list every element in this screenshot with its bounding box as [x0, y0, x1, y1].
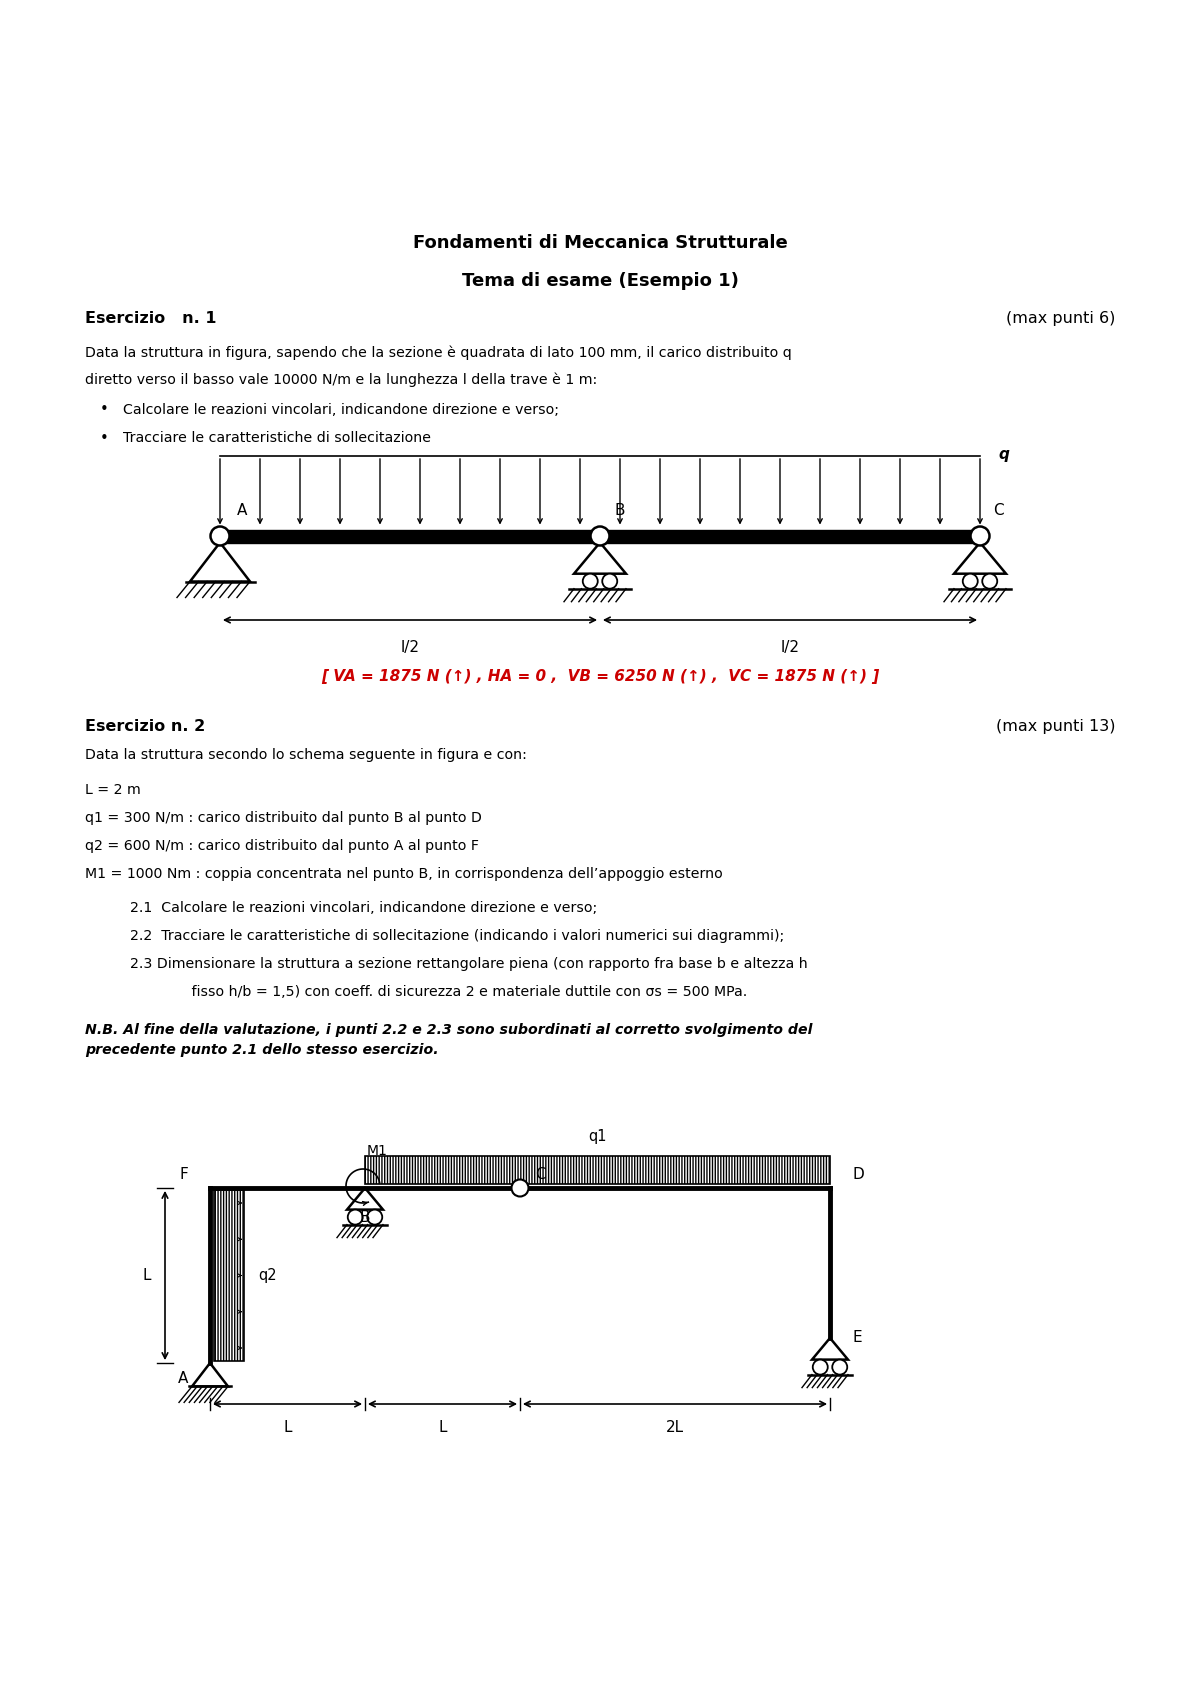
Text: l/2: l/2	[780, 640, 799, 655]
Text: Calcolare le reazioni vincolari, indicandone direzione e verso;: Calcolare le reazioni vincolari, indican…	[124, 402, 559, 418]
Text: q1: q1	[588, 1129, 607, 1144]
Text: L: L	[438, 1420, 446, 1435]
Text: Tema di esame (Esempio 1): Tema di esame (Esempio 1)	[462, 272, 738, 290]
Text: Data la struttura secondo lo schema seguente in figura e con:: Data la struttura secondo lo schema segu…	[85, 749, 527, 762]
Circle shape	[348, 1209, 362, 1224]
Circle shape	[602, 574, 617, 589]
Text: 2.3 Dimensionare la struttura a sezione rettangolare piena (con rapporto fra bas: 2.3 Dimensionare la struttura a sezione …	[130, 958, 808, 971]
Text: B: B	[614, 503, 625, 518]
Text: F: F	[179, 1167, 188, 1182]
Text: fisso h/b = 1,5) con coeff. di sicurezza 2 e materiale duttile con σs = 500 MPa.: fisso h/b = 1,5) con coeff. di sicurezza…	[160, 985, 748, 998]
Text: l/2: l/2	[401, 640, 420, 655]
Circle shape	[962, 574, 978, 589]
Text: (max punti 6): (max punti 6)	[1006, 311, 1115, 326]
Text: M1 = 1000 Nm : coppia concentrata nel punto B, in corrispondenza dell’appoggio e: M1 = 1000 Nm : coppia concentrata nel pu…	[85, 868, 722, 881]
Text: q2 = 600 N/m : carico distribuito dal punto A al punto F: q2 = 600 N/m : carico distribuito dal pu…	[85, 839, 479, 852]
Text: 2.1  Calcolare le reazioni vincolari, indicandone direzione e verso;: 2.1 Calcolare le reazioni vincolari, ind…	[130, 902, 598, 915]
Text: Esercizio   n. 1: Esercizio n. 1	[85, 311, 216, 326]
Circle shape	[983, 574, 997, 589]
Text: D: D	[852, 1167, 864, 1182]
Polygon shape	[190, 542, 250, 581]
Text: C: C	[992, 503, 1003, 518]
Text: L = 2 m: L = 2 m	[85, 783, 140, 796]
Text: M1: M1	[367, 1144, 388, 1158]
Text: E: E	[852, 1331, 862, 1345]
Text: •: •	[100, 402, 109, 418]
Circle shape	[971, 526, 990, 545]
Text: q2: q2	[258, 1268, 277, 1284]
Polygon shape	[812, 1338, 848, 1360]
Polygon shape	[347, 1189, 383, 1209]
Text: Esercizio n. 2: Esercizio n. 2	[85, 718, 205, 734]
Text: B: B	[360, 1211, 371, 1224]
Text: (max punti 13): (max punti 13)	[996, 718, 1115, 734]
Circle shape	[367, 1209, 383, 1224]
Circle shape	[583, 574, 598, 589]
Text: 2L: 2L	[666, 1420, 684, 1435]
Polygon shape	[574, 542, 626, 574]
Text: •: •	[100, 431, 109, 445]
Text: q: q	[998, 447, 1009, 462]
Text: q1 = 300 N/m : carico distribuito dal punto B al punto D: q1 = 300 N/m : carico distribuito dal pu…	[85, 812, 482, 825]
Text: C: C	[535, 1167, 546, 1182]
Polygon shape	[954, 542, 1006, 574]
Text: N.B. Al fine della valutazione, i punti 2.2 e 2.3 sono subordinati al corretto s: N.B. Al fine della valutazione, i punti …	[85, 1022, 812, 1058]
Bar	[365, 1156, 830, 1184]
Circle shape	[812, 1360, 828, 1375]
Text: L: L	[283, 1420, 292, 1435]
Polygon shape	[192, 1363, 228, 1386]
Circle shape	[210, 526, 229, 545]
Text: Fondamenti di Meccanica Strutturale: Fondamenti di Meccanica Strutturale	[413, 234, 787, 251]
Circle shape	[590, 526, 610, 545]
Text: A: A	[178, 1370, 188, 1386]
Text: diretto verso il basso vale 10000 N/m e la lunghezza l della trave è 1 m:: diretto verso il basso vale 10000 N/m e …	[85, 374, 598, 387]
Text: L: L	[143, 1268, 151, 1284]
Text: A: A	[236, 503, 247, 518]
Bar	[220, 530, 980, 542]
Circle shape	[511, 1180, 528, 1197]
Bar	[214, 1190, 244, 1362]
Text: [ VA = 1875 N (↑) , HA = 0 ,  VB = 6250 N (↑) ,  VC = 1875 N (↑) ]: [ VA = 1875 N (↑) , HA = 0 , VB = 6250 N…	[320, 669, 880, 684]
Text: Tracciare le caratteristiche di sollecitazione: Tracciare le caratteristiche di sollecit…	[124, 431, 431, 445]
Circle shape	[833, 1360, 847, 1375]
Text: 2.2  Tracciare le caratteristiche di sollecitazione (indicando i valori numerici: 2.2 Tracciare le caratteristiche di soll…	[130, 929, 785, 942]
Text: Data la struttura in figura, sapendo che la sezione è quadrata di lato 100 mm, i: Data la struttura in figura, sapendo che…	[85, 346, 792, 360]
